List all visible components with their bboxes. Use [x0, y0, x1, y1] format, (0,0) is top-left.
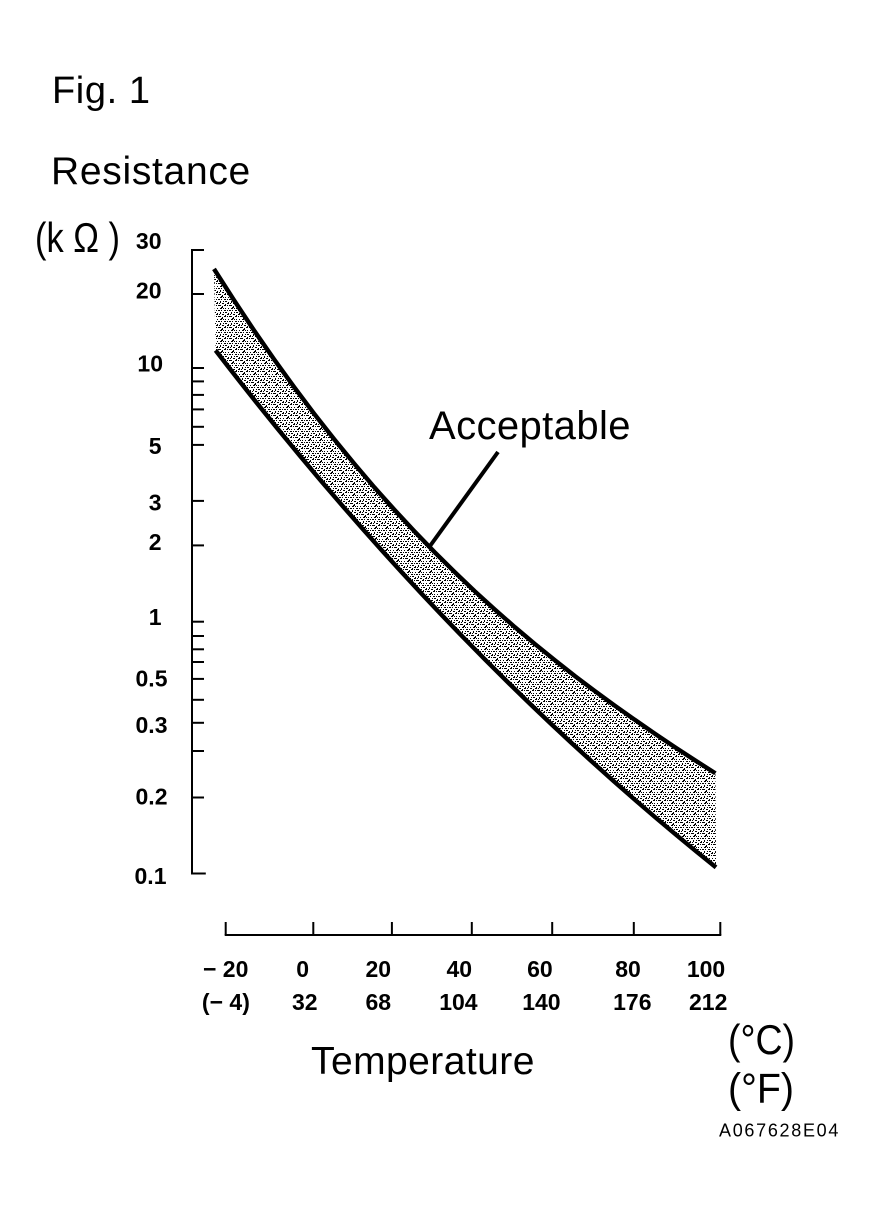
svg-text:80: 80: [615, 956, 641, 982]
svg-text:100: 100: [687, 956, 725, 982]
svg-text:212: 212: [689, 989, 727, 1015]
svg-text:Fig. 1: Fig. 1: [52, 70, 151, 112]
svg-text:(°F): (°F): [728, 1065, 794, 1112]
svg-text:0.3: 0.3: [136, 712, 168, 738]
svg-text:176: 176: [613, 989, 651, 1015]
svg-text:104: 104: [439, 989, 478, 1015]
svg-text:0.2: 0.2: [136, 784, 168, 810]
svg-text:140: 140: [522, 989, 560, 1015]
svg-text:Temperature: Temperature: [311, 1040, 535, 1083]
svg-text:20: 20: [366, 956, 392, 982]
svg-text:60: 60: [527, 956, 553, 982]
svg-text:(− 4): (− 4): [202, 989, 250, 1015]
svg-text:20: 20: [136, 278, 162, 304]
svg-text:0.1: 0.1: [135, 863, 167, 889]
svg-text:5: 5: [149, 433, 162, 459]
svg-text:3: 3: [149, 490, 162, 516]
svg-text:(k Ω ): (k Ω ): [35, 214, 120, 261]
svg-text:2: 2: [149, 529, 162, 555]
svg-text:Acceptable: Acceptable: [429, 404, 631, 448]
svg-text:30: 30: [136, 228, 162, 254]
svg-text:0: 0: [296, 956, 309, 982]
svg-text:Resistance: Resistance: [51, 150, 251, 193]
svg-text:A067628E04: A067628E04: [719, 1121, 840, 1141]
svg-text:− 20: − 20: [203, 956, 248, 982]
svg-text:40: 40: [447, 956, 473, 982]
svg-text:10: 10: [137, 350, 163, 376]
svg-text:32: 32: [292, 989, 318, 1015]
svg-text:1: 1: [149, 604, 162, 630]
svg-text:0.5: 0.5: [136, 666, 168, 692]
svg-text:68: 68: [366, 989, 392, 1015]
svg-text:(°C): (°C): [728, 1016, 795, 1063]
